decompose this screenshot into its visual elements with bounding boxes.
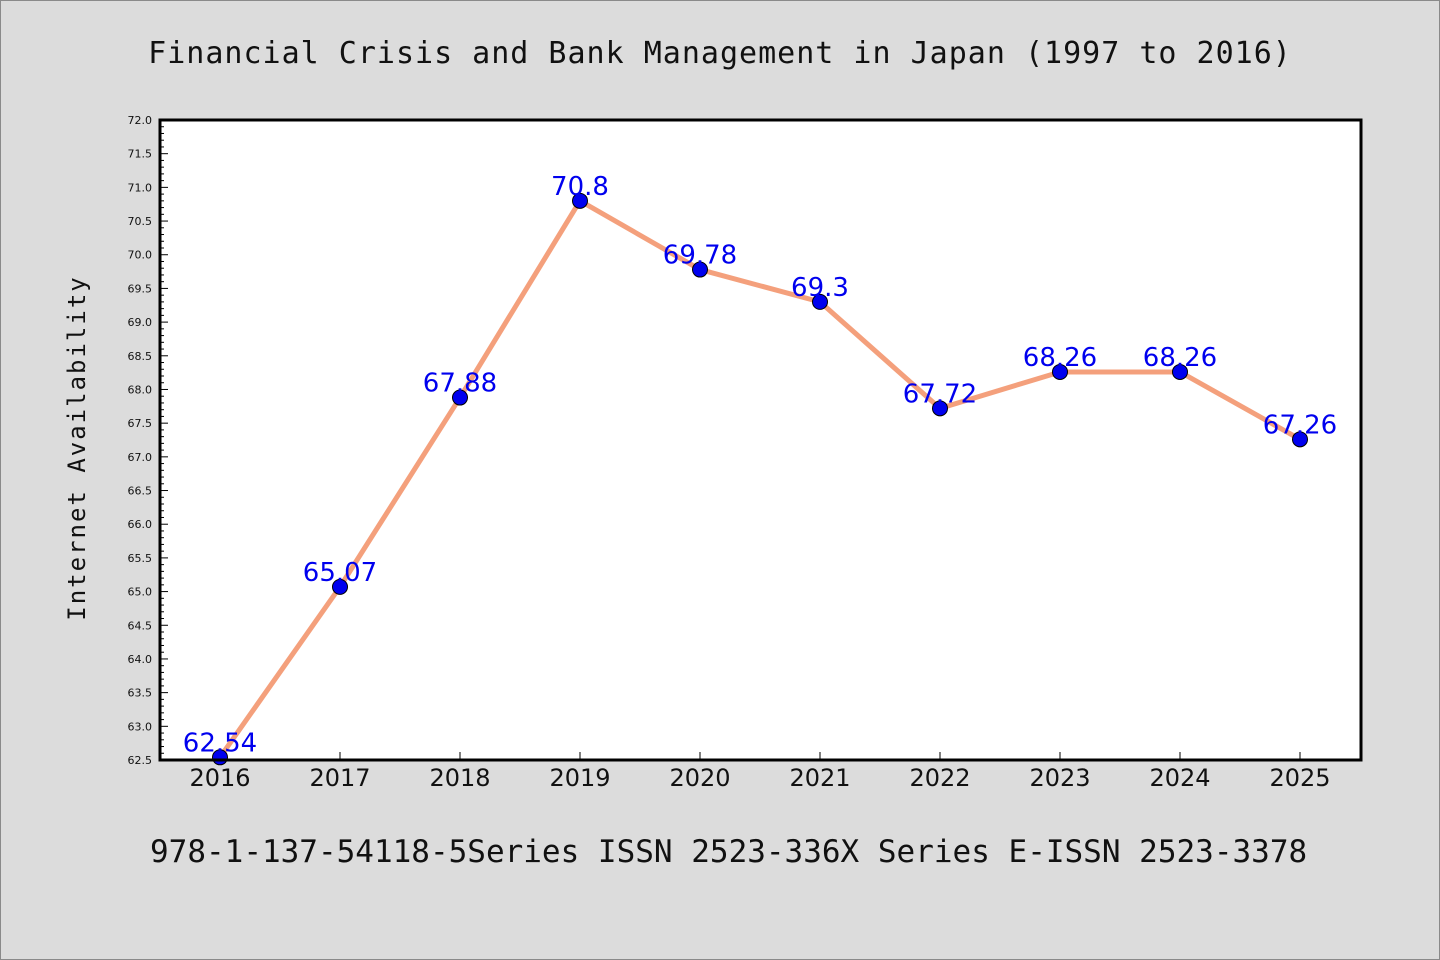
x-tick-label: 2020 — [669, 764, 730, 792]
series-group: 62.54 65.07 67.88 70.8 69.78 69.3 67.72 68.26 68… — [183, 172, 1337, 766]
x-tick-label: 2017 — [309, 764, 370, 792]
data-point — [452, 389, 468, 406]
data-point — [1052, 363, 1068, 380]
x-tick-label: 2021 — [789, 764, 850, 792]
y-tick-label: 65.0 — [128, 586, 153, 599]
data-point — [812, 293, 828, 310]
data-label: 67.88 — [423, 369, 497, 399]
data-label: 67.26 — [1263, 410, 1337, 440]
isbn-footer: 978-1-137-54118-5Series ISSN 2523-336X S… — [150, 834, 1308, 870]
data-point — [932, 400, 948, 417]
y-axis-ticks: 62.5 63.0 63.5 64.0 64.5 65.0 65.5 66.0 66.5 67.0… — [128, 114, 168, 767]
y-tick-label: 63.5 — [128, 687, 153, 700]
y-tick-label: 71.5 — [128, 148, 153, 161]
chart-title: Financial Crisis and Bank Management in … — [148, 36, 1292, 71]
y-tick-label: 70.5 — [128, 215, 153, 228]
y-tick-label: 64.5 — [128, 619, 153, 632]
y-tick-label: 70.0 — [128, 249, 153, 262]
y-tick-label: 66.5 — [128, 485, 153, 498]
x-tick-label: 2024 — [1149, 764, 1210, 792]
y-tick-label: 68.5 — [128, 350, 153, 363]
y-tick-label: 67.0 — [128, 451, 153, 464]
x-tick-label: 2023 — [1029, 764, 1090, 792]
y-tick-label: 72.0 — [128, 114, 153, 127]
data-point — [332, 578, 348, 595]
y-tick-label: 71.0 — [128, 181, 153, 194]
x-tick-label: 2019 — [549, 764, 610, 792]
y-tick-label: 69.5 — [128, 282, 153, 295]
data-label: 67.72 — [903, 379, 977, 409]
data-label: 62.54 — [183, 728, 257, 758]
plot-border — [158, 118, 1363, 762]
x-tick-label: 2022 — [909, 764, 970, 792]
y-tick-label: 64.0 — [128, 653, 153, 666]
data-point — [572, 192, 588, 209]
data-point — [1292, 431, 1308, 448]
y-tick-label: 65.5 — [128, 552, 153, 565]
data-label: 69.78 — [663, 241, 737, 271]
x-tick-label: 2016 — [189, 764, 250, 792]
y-tick-label: 66.0 — [128, 518, 153, 531]
data-label: 68.26 — [1023, 343, 1097, 373]
data-point — [692, 261, 708, 278]
data-label: 68.26 — [1143, 343, 1217, 373]
y-tick-label: 69.0 — [128, 316, 153, 329]
data-label: 69.3 — [791, 273, 849, 303]
y-tick-label: 67.5 — [128, 417, 153, 430]
x-tick-label: 2018 — [429, 764, 490, 792]
y-tick-label: 68.0 — [128, 383, 153, 396]
y-tick-label: 62.5 — [128, 754, 153, 767]
plot-area — [160, 120, 1361, 760]
data-label: 65.07 — [303, 558, 377, 588]
x-tick-label: 2025 — [1269, 764, 1330, 792]
data-point — [1172, 363, 1188, 380]
y-tick-label: 63.0 — [128, 720, 153, 733]
data-label: 70.8 — [551, 172, 609, 202]
series-line — [217, 198, 1303, 760]
